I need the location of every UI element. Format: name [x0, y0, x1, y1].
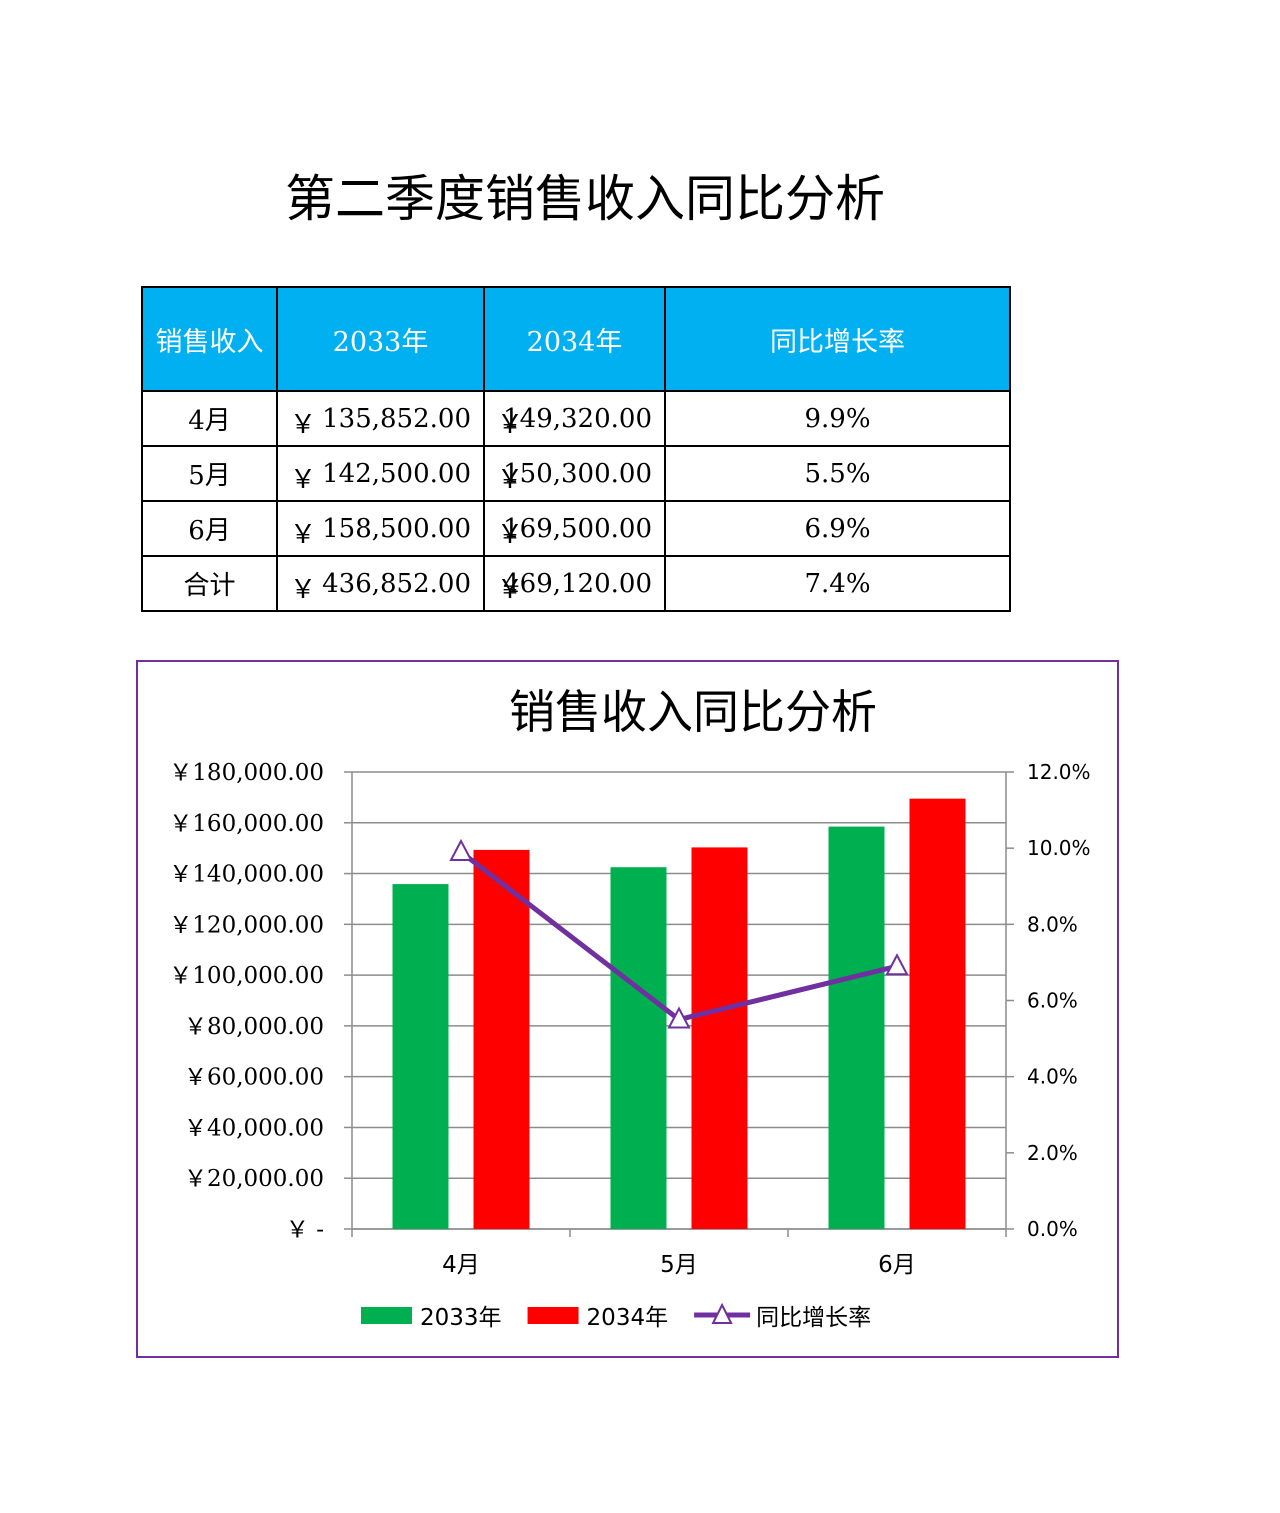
header-growth-rate: 同比增长率: [664, 286, 1011, 392]
header-2034: 2034年: [483, 286, 666, 392]
header-2033: 2033年: [276, 286, 485, 392]
y-left-tick-label: ￥160,000.00: [169, 811, 324, 837]
value-2034: ￥ 149,320.00: [483, 390, 666, 447]
y-left-tick-label: ￥180,000.00: [169, 760, 324, 786]
currency-symbol: ￥: [290, 575, 317, 605]
chart-title: 销售收入同比分析: [509, 685, 877, 739]
legend-swatch: [527, 1307, 579, 1324]
x-tick-label: 5月: [660, 1252, 698, 1278]
bar-2034年: [691, 847, 748, 1229]
amount: 135,852.00: [322, 404, 471, 434]
y-left-tick-label: ￥80,000.00: [184, 1014, 324, 1040]
currency-symbol: ￥: [497, 575, 524, 605]
y-left-tick-label: ￥100,000.00: [169, 963, 324, 989]
amount: 158,500.00: [322, 514, 471, 544]
y-left-tick-label: ￥ -: [286, 1217, 324, 1243]
amount: 436,852.00: [322, 569, 471, 599]
y-left-tick-label: ￥20,000.00: [184, 1166, 324, 1192]
amount: 150,300.00: [503, 459, 652, 489]
header-category: 销售收入: [141, 286, 278, 392]
currency-symbol: ￥: [290, 465, 317, 495]
bar-2034年: [473, 849, 530, 1229]
growth-rate: 7.4%: [664, 555, 1011, 612]
y-left-tick-label: ￥40,000.00: [184, 1115, 324, 1141]
y-left-tick-label: ￥140,000.00: [169, 862, 324, 888]
combo-chart: 销售收入同比分析 ￥ - ￥20,000.00 ￥40,000.00 ￥60,000.0…: [169, 685, 1091, 1331]
legend-label: 同比增长率: [756, 1305, 871, 1331]
y-right-tick-label: 2.0%: [1027, 1141, 1078, 1165]
x-tick-label: 6月: [878, 1252, 916, 1278]
row-label: 4月: [141, 390, 278, 447]
line-marker: [885, 953, 909, 976]
amount: 169,500.00: [503, 514, 652, 544]
sales-table: 销售收入 2033年 2034年 同比增长率 4月 ￥ 135,852.00 ￥ 1…: [141, 286, 1011, 612]
bar-2034年: [909, 798, 966, 1229]
value-2034: ￥ 169,500.00: [483, 500, 666, 557]
row-label: 合计: [141, 555, 278, 612]
currency-symbol: ￥: [290, 520, 317, 550]
bar-2033年: [392, 884, 449, 1229]
amount: 149,320.00: [503, 404, 652, 434]
y-right-tick-label: 10.0%: [1027, 836, 1091, 860]
table-header-row: 销售收入 2033年 2034年 同比增长率: [141, 286, 1011, 392]
row-label: 5月: [141, 445, 278, 502]
value-2033: ￥ 135,852.00: [276, 390, 485, 447]
line-marker: [449, 838, 473, 861]
currency-symbol: ￥: [497, 410, 524, 440]
y-right-tick-label: 0.0%: [1027, 1217, 1078, 1241]
x-tick-label: 4月: [442, 1252, 480, 1278]
chart-frame: 销售收入同比分析 ￥ - ￥20,000.00 ￥40,000.00 ￥60,000.0…: [136, 660, 1119, 1358]
currency-symbol: ￥: [497, 465, 524, 495]
value-2034: ￥ 469,120.00: [483, 555, 666, 612]
row-label: 6月: [141, 500, 278, 557]
y-right-tick-label: 12.0%: [1027, 760, 1091, 784]
amount: 469,120.00: [503, 569, 652, 599]
growth-rate: 6.9%: [664, 500, 1011, 557]
value-2033: ￥ 158,500.00: [276, 500, 485, 557]
growth-rate: 5.5%: [664, 445, 1011, 502]
table-row: 4月 ￥ 135,852.00 ￥ 149,320.00 9.9%: [141, 390, 1011, 447]
y-left-tick-label: ￥60,000.00: [184, 1065, 324, 1091]
bar-2033年: [828, 826, 885, 1229]
page-title: 第二季度销售收入同比分析: [285, 170, 885, 228]
legend-label: 2033年: [420, 1305, 502, 1331]
legend-label: 2034年: [587, 1305, 669, 1331]
value-2034: ￥ 150,300.00: [483, 445, 666, 502]
growth-rate: 9.9%: [664, 390, 1011, 447]
legend-swatch: [361, 1307, 412, 1324]
bar-2033年: [610, 867, 667, 1229]
table-row: 6月 ￥ 158,500.00 ￥ 169,500.00 6.9%: [141, 500, 1011, 557]
y-right-tick-label: 4.0%: [1027, 1065, 1078, 1089]
y-right-tick-label: 8.0%: [1027, 912, 1078, 936]
currency-symbol: ￥: [497, 520, 524, 550]
y-right-tick-label: 6.0%: [1027, 989, 1078, 1013]
value-2033: ￥ 142,500.00: [276, 445, 485, 502]
value-2033: ￥ 436,852.00: [276, 555, 485, 612]
currency-symbol: ￥: [290, 410, 317, 440]
table-total-row: 合计 ￥ 436,852.00 ￥ 469,120.00 7.4%: [141, 555, 1011, 612]
y-left-tick-label: ￥120,000.00: [169, 912, 324, 938]
legend-marker: [711, 1302, 733, 1324]
table-row: 5月 ￥ 142,500.00 ￥ 150,300.00 5.5%: [141, 445, 1011, 502]
amount: 142,500.00: [322, 459, 471, 489]
line-marker: [667, 1006, 691, 1029]
